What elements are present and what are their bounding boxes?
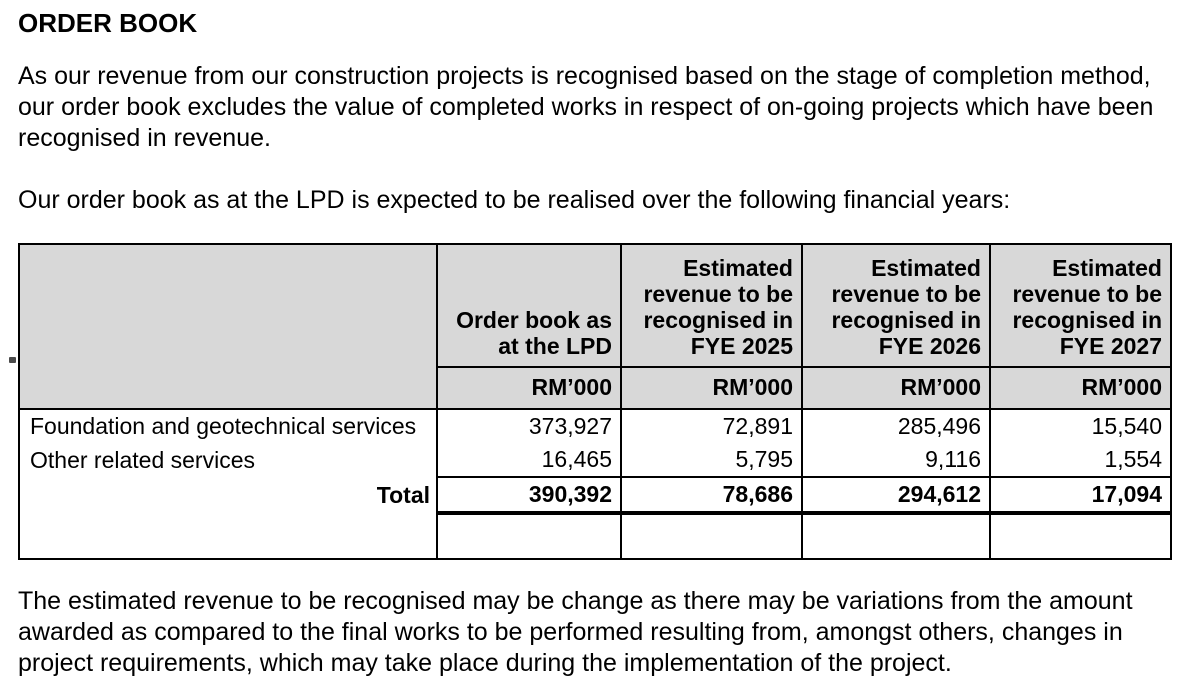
- empty-cell: [620, 513, 802, 559]
- empty-cell: [436, 513, 621, 559]
- table-row-foundation: Foundation and geotechnical services 373…: [19, 409, 1171, 443]
- total-value-cell: 17,094: [989, 477, 1171, 515]
- table-unit-row: RM’000 RM’000 RM’000 RM’000: [19, 367, 1171, 410]
- row-label: Foundation and geotechnical services: [30, 413, 417, 439]
- lead-in-paragraph: Our order book as at the LPD is expected…: [18, 186, 1011, 214]
- unit-cell: RM’000: [620, 367, 802, 410]
- column-header-order-book: Order book as at the LPD: [436, 244, 621, 368]
- unit-cell: RM’000: [989, 367, 1171, 410]
- column-header-fye-2027: Estimated revenue to be recognised in FY…: [989, 244, 1171, 368]
- total-label: Total: [376, 481, 430, 508]
- unit-cell: RM’000: [436, 367, 621, 410]
- blank-header-cell: [19, 244, 437, 410]
- value-cell: 16,465: [436, 443, 621, 478]
- row-label: Other related services: [30, 446, 255, 473]
- scan-artifact: [9, 357, 16, 363]
- section-title: ORDER BOOK: [18, 8, 198, 38]
- value-cell: 373,927: [436, 409, 621, 443]
- closing-paragraph: The estimated revenue to be recognised m…: [18, 587, 1133, 677]
- value-cell: 1,554: [989, 443, 1171, 478]
- unit-cell: RM’000: [801, 367, 990, 410]
- table-header-row: Order book as at the LPD Estimated reven…: [19, 244, 1171, 410]
- value-cell: 15,540: [989, 409, 1171, 443]
- value-cell: 5,795: [620, 443, 802, 478]
- total-value-cell: 78,686: [620, 477, 802, 515]
- order-book-table: Order book as at the LPD Estimated reven…: [18, 243, 1172, 560]
- table-row-empty: [19, 513, 1171, 559]
- total-value-cell: 390,392: [436, 477, 621, 515]
- empty-cell: [989, 513, 1171, 559]
- value-cell: 72,891: [620, 409, 802, 443]
- empty-cell: [19, 513, 437, 559]
- table-row-total: Total 390,392 78,686 294,612 17,094: [19, 477, 1171, 515]
- value-cell: 285,496: [801, 409, 990, 443]
- intro-paragraph: As our revenue from our construction pro…: [18, 62, 1154, 152]
- total-value-cell: 294,612: [801, 477, 990, 515]
- table-row-other-services: Other related services 16,465 5,795 9,11…: [19, 443, 1171, 478]
- empty-cell: [801, 513, 990, 559]
- value-cell: 9,116: [801, 443, 990, 478]
- column-header-fye-2026: Estimated revenue to be recognised in FY…: [801, 244, 990, 368]
- column-header-fye-2025: Estimated revenue to be recognised in FY…: [620, 244, 802, 368]
